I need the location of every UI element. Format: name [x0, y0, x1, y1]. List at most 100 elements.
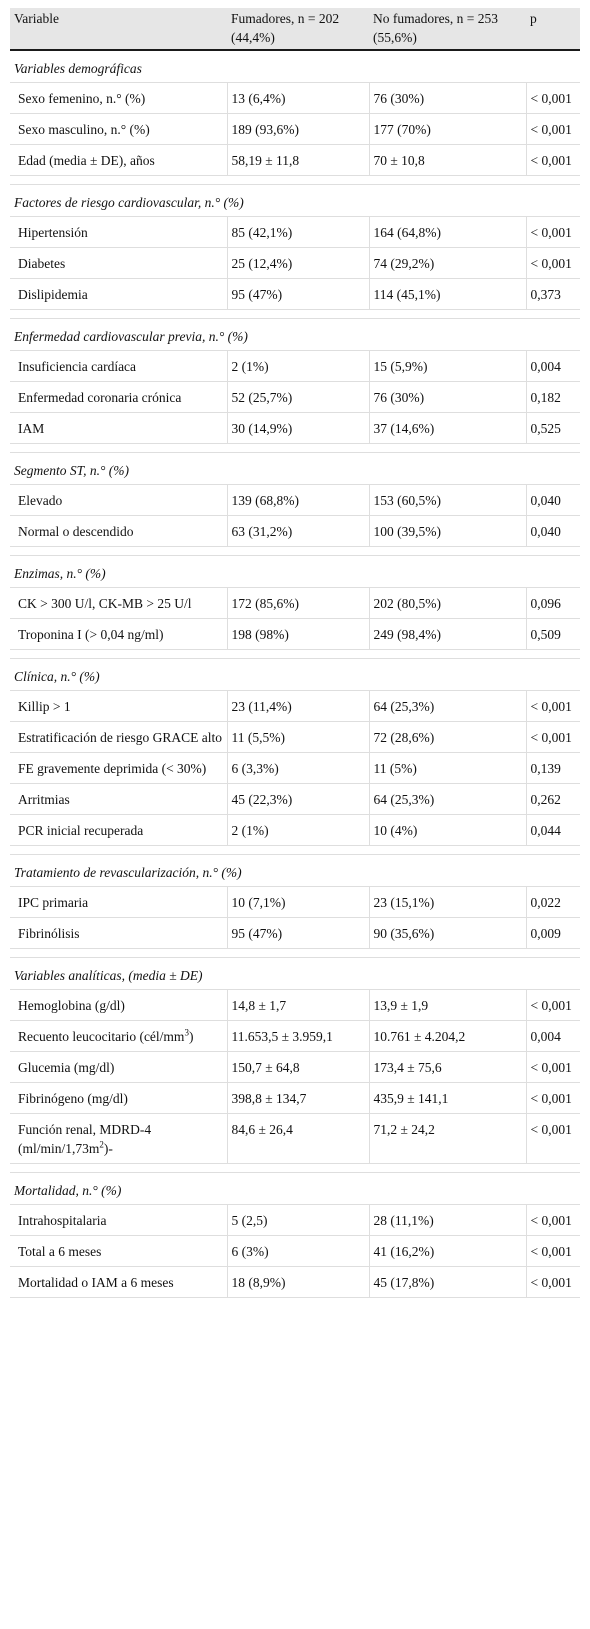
cell-p-value: < 0,001 [526, 690, 580, 722]
row-label: Elevado [10, 484, 228, 516]
section-header: Mortalidad, n.° (%) [10, 1172, 580, 1205]
row-label: CK > 300 U/l, CK-MB > 25 U/l [10, 587, 228, 619]
row-label-text: CK > 300 U/l, CK-MB > 25 U/l [18, 596, 192, 611]
row-label: Estratificación de riesgo GRACE alto [10, 721, 228, 753]
header-p-value: p [526, 8, 580, 51]
row-label-text: Sexo femenino, n.° (%) [18, 91, 146, 106]
row-label: Mortalidad o IAM a 6 meses [10, 1266, 228, 1298]
cell-p-value: < 0,001 [526, 82, 580, 114]
table-row: Glucemia (mg/dl) 150,7 ± 64,8 173,4 ± 75,6… [10, 1051, 580, 1083]
spacer-cell [10, 649, 580, 659]
row-label: IAM [10, 412, 228, 444]
section-header: Variables analíticas, (media ± DE) [10, 957, 580, 990]
spacer-cell [10, 443, 580, 453]
cell-smokers: 23 (11,4%) [227, 690, 370, 722]
row-label: Sexo masculino, n.° (%) [10, 113, 228, 145]
cell-smokers: 25 (12,4%) [227, 247, 370, 279]
cell-smokers: 95 (47%) [227, 278, 370, 310]
cell-p-value: 0,525 [526, 412, 580, 444]
table-row: PCR inicial recuperada 2 (1%) 10 (4%) 0,044 [10, 814, 580, 846]
section-header: Factores de riesgo cardiovascular, n.° (… [10, 184, 580, 217]
cell-p-value: < 0,001 [526, 989, 580, 1021]
row-label: Diabetes [10, 247, 228, 279]
section-header: Variables demográficas [10, 50, 580, 83]
cell-p-value: < 0,001 [526, 144, 580, 176]
section-header: Clínica, n.° (%) [10, 658, 580, 691]
section-title: Mortalidad, n.° (%) [10, 1172, 580, 1205]
cell-smokers: 52 (25,7%) [227, 381, 370, 413]
header-variable: Variable [10, 8, 227, 51]
table-row: Insuficiencia cardíaca 2 (1%) 15 (5,9%) 0,0… [10, 350, 580, 382]
cell-p-value: < 0,001 [526, 113, 580, 145]
section-title: Tratamiento de revascularización, n.° (%… [10, 854, 580, 887]
section-spacer [10, 649, 580, 659]
cell-p-value: 0,040 [526, 515, 580, 547]
cell-smokers: 139 (68,8%) [227, 484, 370, 516]
cell-non-smokers: 114 (45,1%) [369, 278, 527, 310]
row-label-text: Estratificación de riesgo GRACE alto [18, 730, 222, 745]
cell-p-value: < 0,001 [526, 1204, 580, 1236]
cell-non-smokers: 13,9 ± 1,9 [369, 989, 527, 1021]
cell-p-value: 0,044 [526, 814, 580, 846]
cell-non-smokers: 10.761 ± 4.204,2 [369, 1020, 527, 1052]
cell-smokers: 398,8 ± 134,7 [227, 1082, 370, 1114]
cell-non-smokers: 249 (98,4%) [369, 618, 527, 650]
row-label: Hemoglobina (g/dl) [10, 989, 228, 1021]
cell-p-value: < 0,001 [526, 1235, 580, 1267]
cell-p-value: 0,022 [526, 886, 580, 918]
row-label-text: PCR inicial recuperada [18, 823, 144, 838]
section-header: Segmento ST, n.° (%) [10, 452, 580, 485]
cell-smokers: 30 (14,9%) [227, 412, 370, 444]
row-label-text: Hemoglobina (g/dl) [18, 998, 125, 1013]
section-title: Clínica, n.° (%) [10, 658, 580, 691]
cell-smokers: 11 (5,5%) [227, 721, 370, 753]
cell-non-smokers: 100 (39,5%) [369, 515, 527, 547]
table-row: Fibrinógeno (mg/dl) 398,8 ± 134,7 435,9 ± … [10, 1082, 580, 1114]
row-label-text: Fibrinólisis [18, 926, 80, 941]
section-header: Enzimas, n.° (%) [10, 555, 580, 588]
row-label-text: Función renal, MDRD-4 (ml/min/1,73m [18, 1122, 152, 1156]
cell-non-smokers: 153 (60,5%) [369, 484, 527, 516]
row-label: Recuento leucocitario (cél/mm3) [10, 1020, 228, 1052]
cell-non-smokers: 41 (16,2%) [369, 1235, 527, 1267]
table-row: IPC primaria 10 (7,1%) 23 (15,1%) 0,022 [10, 886, 580, 918]
cell-non-smokers: 11 (5%) [369, 752, 527, 784]
row-label-text: IPC primaria [18, 895, 89, 910]
table-row: Killip > 1 23 (11,4%) 64 (25,3%) < 0,001 [10, 690, 580, 722]
results-table: Variable Fumadores, n = 202 (44,4%) No f… [10, 8, 580, 1298]
spacer-cell [10, 845, 580, 855]
row-label: Normal o descendido [10, 515, 228, 547]
row-label-text: FE gravemente deprimida (< 30%) [18, 761, 207, 776]
cell-smokers: 10 (7,1%) [227, 886, 370, 918]
section-title: Variables analíticas, (media ± DE) [10, 957, 580, 990]
table-row: CK > 300 U/l, CK-MB > 25 U/l 172 (85,6%) 2… [10, 587, 580, 619]
cell-smokers: 14,8 ± 1,7 [227, 989, 370, 1021]
row-label-superscript: 3 [184, 1027, 189, 1038]
table-header: Variable Fumadores, n = 202 (44,4%) No f… [10, 8, 580, 51]
cell-p-value: 0,096 [526, 587, 580, 619]
row-label: FE gravemente deprimida (< 30%) [10, 752, 228, 784]
cell-smokers: 58,19 ± 11,8 [227, 144, 370, 176]
cell-smokers: 18 (8,9%) [227, 1266, 370, 1298]
table-row: Elevado 139 (68,8%) 153 (60,5%) 0,040 [10, 484, 580, 516]
table-row: Hemoglobina (g/dl) 14,8 ± 1,7 13,9 ± 1,9 < … [10, 989, 580, 1021]
cell-non-smokers: 435,9 ± 141,1 [369, 1082, 527, 1114]
row-label-tail: )- [103, 1141, 113, 1156]
cell-p-value: 0,373 [526, 278, 580, 310]
header-non-smokers: No fumadores, n = 253 (55,6%) [369, 8, 526, 51]
row-label-text: Enfermedad coronaria crónica [18, 390, 182, 405]
table-row: Sexo femenino, n.° (%) 13 (6,4%) 76 (30%) <… [10, 82, 580, 114]
cell-p-value: 0,004 [526, 350, 580, 382]
row-label: Troponina I (> 0,04 ng/ml) [10, 618, 228, 650]
section-title: Enfermedad cardiovascular previa, n.° (%… [10, 318, 580, 351]
cell-non-smokers: 76 (30%) [369, 381, 527, 413]
cell-non-smokers: 64 (25,3%) [369, 783, 527, 815]
section-spacer [10, 1163, 580, 1173]
section-header: Tratamiento de revascularización, n.° (%… [10, 854, 580, 887]
section-title: Segmento ST, n.° (%) [10, 452, 580, 485]
cell-p-value: < 0,001 [526, 721, 580, 753]
row-label: Sexo femenino, n.° (%) [10, 82, 228, 114]
cell-non-smokers: 202 (80,5%) [369, 587, 527, 619]
table-row: Normal o descendido 63 (31,2%) 100 (39,5%)… [10, 515, 580, 547]
spacer-cell [10, 1163, 580, 1173]
